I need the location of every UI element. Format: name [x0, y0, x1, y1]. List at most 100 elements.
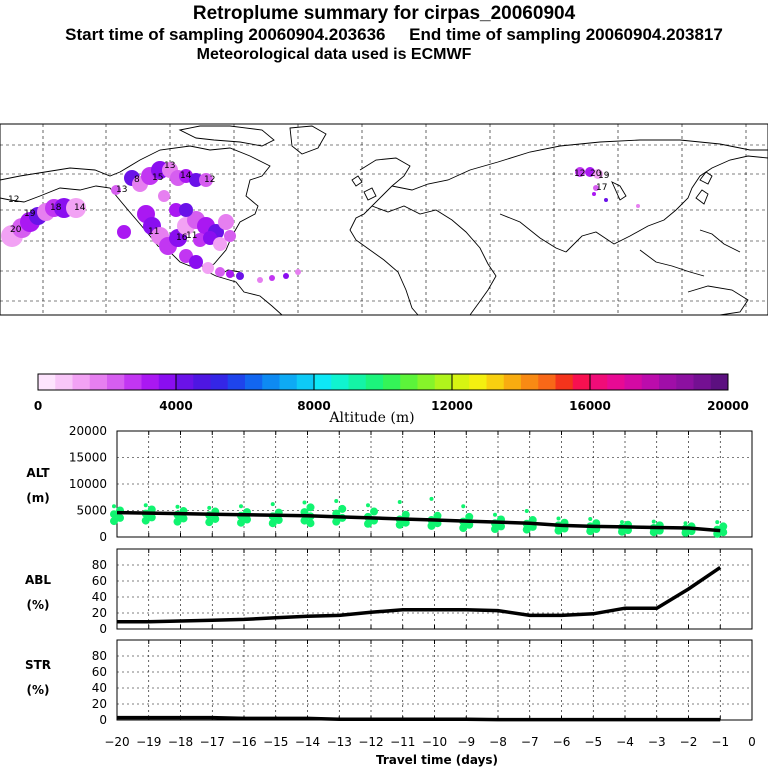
alt-scatter-point [300, 516, 309, 525]
alt-scatter-point [306, 503, 315, 512]
x-tick-label: −9 [457, 735, 475, 749]
retroplume-dots [1, 161, 640, 283]
y-tick-label: 15000 [69, 451, 107, 465]
alt-scatter-point [719, 522, 728, 531]
colorbar-cell [434, 374, 453, 390]
plume-dot [54, 198, 74, 218]
alt-scatter-point [719, 528, 728, 537]
alt-scatter-point [683, 521, 688, 526]
x-tick-label: −13 [327, 735, 352, 749]
colorbar-cell [590, 374, 608, 390]
alt-scatter-point [560, 524, 569, 533]
alt-scatter-point [528, 522, 537, 531]
alt-scatter-point [624, 520, 632, 529]
x-tick-label: −2 [680, 735, 698, 749]
plume-dot [189, 255, 203, 269]
alt-scatter-point [524, 509, 529, 514]
colorbar-cell [555, 374, 574, 390]
colorbar-cell [521, 374, 539, 390]
colorbar-cell [72, 374, 91, 390]
plume-dot [111, 185, 121, 195]
colorbar-frame [37, 373, 729, 391]
alt-scatter-point [715, 520, 720, 525]
alt-scatter-point [560, 518, 569, 527]
alt-scatter-point [592, 519, 601, 528]
alt-scatter-point [459, 517, 468, 526]
alt-scatter-point [395, 520, 404, 529]
alt-scatter-point [651, 519, 656, 524]
plume-dot [143, 217, 161, 235]
alt-scatter-point [112, 504, 116, 509]
plume-dot [208, 224, 224, 240]
y-tick-label: 40 [92, 681, 107, 695]
alt-scatter-point [556, 516, 561, 521]
x-tick-label: −10 [422, 735, 447, 749]
colorbar-cell [279, 374, 298, 390]
alt-scatter-point [370, 516, 378, 525]
colorbar-cell [486, 374, 505, 390]
alt-scatter-point [179, 507, 188, 516]
alt-scatter-point [173, 517, 182, 526]
plume-dot [224, 230, 236, 242]
plume-day-label: 8 [134, 175, 140, 185]
plume-day-label: 19 [598, 171, 610, 181]
x-axis-label: Travel time (days) [376, 753, 498, 767]
alt-scatter-point [497, 522, 505, 531]
alt-scatter-point [461, 504, 466, 509]
alt-scatter-point [211, 507, 220, 516]
alt-scatter-point [681, 528, 690, 537]
plume-day-label: 13 [164, 161, 175, 171]
alt-scatter-point [655, 526, 664, 535]
colorbar-cell [89, 374, 108, 390]
y-tick-label: 60 [92, 665, 107, 679]
plume-day-label: 17 [596, 183, 607, 193]
alt-scatter-point [586, 522, 595, 531]
alt-scatter-point [175, 504, 180, 509]
y-tick-label: 0 [99, 622, 107, 636]
y-tick-label: 20000 [69, 424, 107, 438]
colorbar-cell [227, 374, 246, 390]
y-tick-label: 80 [92, 649, 107, 663]
str-line [117, 715, 721, 722]
x-tick-label: −3 [648, 735, 666, 749]
alt-scatter-point [338, 504, 347, 513]
plume-dot [226, 270, 234, 278]
colorbar-cell [124, 374, 142, 390]
panel-frame [116, 639, 753, 721]
plume-dot [215, 267, 225, 277]
alt-panel: 0 5000 10000 15000 20000 [69, 424, 753, 544]
alt-scatter-point [173, 510, 182, 519]
x-tick-label: −12 [358, 735, 383, 749]
plume-day-label: 12 [204, 175, 215, 185]
y-tick-label: 60 [92, 574, 107, 588]
plume-dot [159, 237, 177, 255]
alt-scatter-point [243, 515, 251, 524]
plume-day-label: 14 [74, 203, 86, 213]
alt-scatter-point [268, 512, 277, 521]
alt-scatter-point [370, 507, 378, 516]
abl-label-line1: ABL [25, 573, 51, 587]
abl-panel: 0 20 40 60 80 [92, 548, 753, 636]
colorbar-cell [417, 374, 436, 390]
plume-dot [158, 190, 170, 202]
colorbar-cell [383, 374, 401, 390]
x-tick-label: −18 [168, 735, 193, 749]
plume-dot [169, 203, 183, 217]
plume-dot [189, 173, 203, 187]
alt-scatter-point [491, 525, 499, 534]
plume-dot [592, 192, 596, 196]
plume-dot [29, 207, 47, 225]
colorbar-cell [38, 374, 56, 390]
x-tick-label: −20 [104, 735, 129, 749]
colorbar-cell [262, 374, 280, 390]
colorbar-tick-label: 4000 [159, 399, 192, 413]
alt-scatter-point [147, 513, 156, 522]
colorbar-cell [641, 374, 660, 390]
plume-dot [197, 217, 215, 235]
y-tick-label: 10000 [69, 477, 107, 491]
plume-dot [604, 198, 608, 202]
alt-scatter-point [618, 527, 626, 536]
alt-scatter-point [433, 511, 442, 520]
plume-day-label: 11 [186, 231, 197, 241]
